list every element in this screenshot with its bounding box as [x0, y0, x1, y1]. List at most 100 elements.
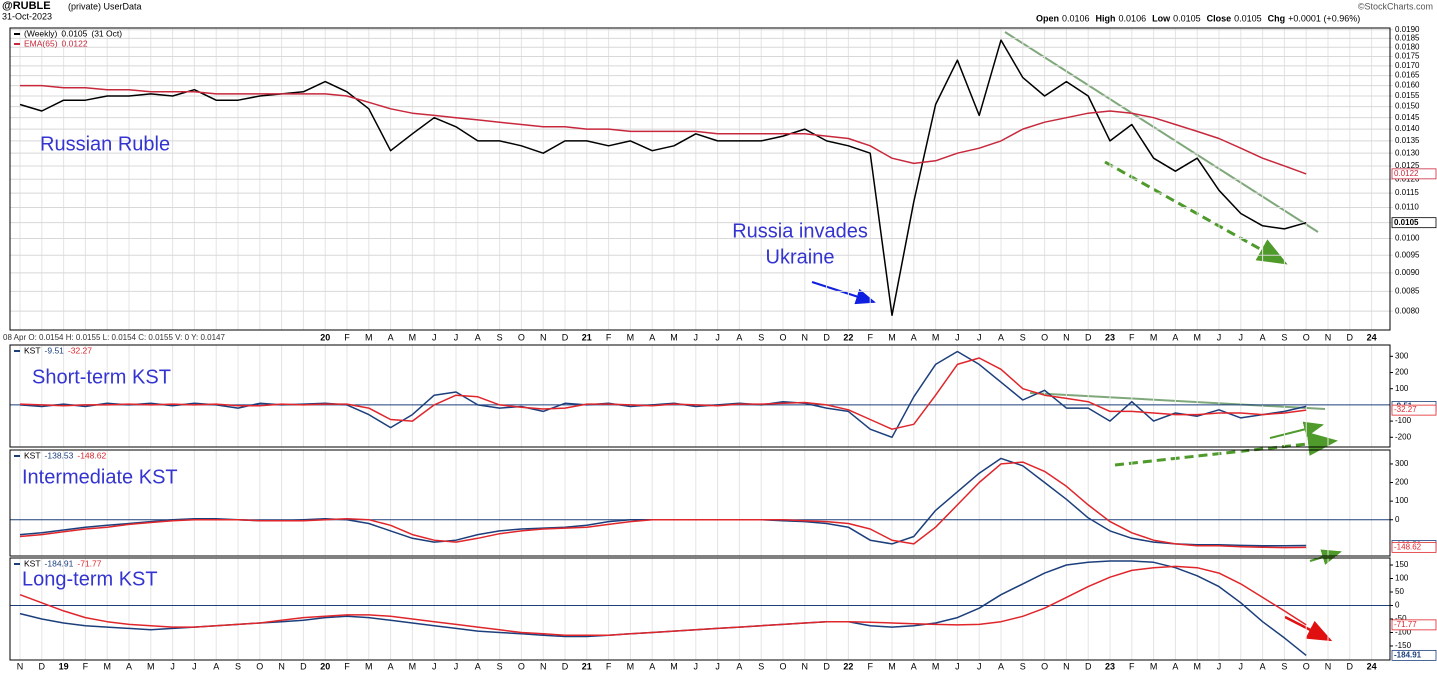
quote-value: +0.0001 (+0.96%)	[1288, 13, 1360, 23]
x-tick-label: J	[432, 661, 437, 671]
cursor-info: 08 Apr O: 0.0154 H: 0.0155 L: 0.0154 C: …	[3, 333, 225, 342]
x-tick-label: N	[540, 661, 547, 671]
legend-value: -71.77	[77, 558, 101, 568]
x-tick-label: O	[1041, 332, 1048, 342]
x-tick-label: D	[562, 332, 569, 342]
x-tick-label: M	[365, 332, 373, 342]
y-tick-label: -200	[1395, 432, 1412, 441]
y-tick-label: 0.0085	[1395, 287, 1420, 296]
y-tick-label: 0.0135	[1395, 136, 1420, 145]
panel-title: Short-term KST	[32, 366, 171, 388]
x-tick-label: M	[932, 661, 940, 671]
x-tick-label: M	[147, 661, 155, 671]
legend-label: KST	[24, 450, 41, 460]
x-tick-label: A	[475, 661, 481, 671]
y-tick-label: -150	[1395, 641, 1412, 650]
y-tick-label: 0.0170	[1395, 61, 1420, 70]
x-tick-label: A	[998, 661, 1004, 671]
x-tick-label: 21	[582, 332, 592, 342]
quote-value: 0.0105	[1234, 13, 1262, 23]
quote-label: High	[1096, 13, 1116, 23]
y-tick-label: 100	[1395, 574, 1409, 583]
y-tick-label: 200	[1395, 368, 1409, 377]
x-tick-label: A	[126, 661, 132, 671]
x-tick-label: M	[627, 661, 635, 671]
x-tick-label: M	[1150, 661, 1158, 671]
x-tick-label: N	[17, 661, 24, 671]
quote-value: 0.0105	[1173, 13, 1201, 23]
x-tick-label: D	[1085, 332, 1092, 342]
x-tick-label: A	[1260, 332, 1266, 342]
value-tag: -32.27	[1394, 405, 1417, 414]
y-tick-label: 0.0125	[1395, 161, 1420, 170]
x-tick-label: S	[758, 661, 764, 671]
x-tick-label: J	[1217, 661, 1222, 671]
x-tick-label: O	[518, 332, 525, 342]
annotation: Ukraine	[766, 246, 835, 268]
legend-label: KST	[24, 345, 41, 355]
x-tick-label: F	[344, 661, 350, 671]
panel-border	[9, 27, 1391, 331]
y-tick-label: 0.0100	[1395, 234, 1420, 243]
x-tick-label: M	[670, 332, 678, 342]
x-tick-label: S	[1020, 332, 1026, 342]
legend-label: (Weekly)	[24, 28, 58, 38]
x-tick-label: A	[213, 661, 219, 671]
x-tick-label: J	[955, 661, 960, 671]
x-tick-label: O	[1303, 661, 1310, 671]
x-tick-label: M	[365, 661, 373, 671]
legend-note: (31 Oct)	[91, 28, 122, 38]
panel-title: Intermediate KST	[22, 466, 178, 488]
x-tick-label: D	[823, 332, 830, 342]
y-tick-label: 0.0095	[1395, 250, 1420, 259]
x-tick-label: O	[779, 332, 786, 342]
x-tick-label: A	[1260, 661, 1266, 671]
x-tick-label: A	[1172, 661, 1178, 671]
y-tick-label: 0.0190	[1395, 25, 1420, 34]
y-tick-label: 150	[1395, 560, 1409, 569]
y-tick-label: 300	[1395, 459, 1409, 468]
y-tick-label: 0.0185	[1395, 33, 1420, 42]
x-tick-label: N	[540, 332, 547, 342]
x-tick-label: 20	[320, 332, 330, 342]
quote-label: Open	[1036, 13, 1059, 23]
value-tag: 0.0105	[1394, 218, 1419, 227]
legend-value: -148.62	[77, 450, 106, 460]
x-tick-label: J	[977, 661, 982, 671]
y-tick-label: 0	[1395, 601, 1400, 610]
series-line	[19, 39, 1307, 317]
x-tick-label: A	[649, 332, 655, 342]
x-tick-label: F	[1129, 661, 1135, 671]
panel-border	[9, 344, 1391, 448]
x-tick-label: M	[670, 661, 678, 671]
value-tag-box	[1391, 541, 1437, 553]
legend-value: -32.27	[68, 345, 92, 355]
x-tick-label: F	[344, 332, 350, 342]
x-tick-label: F	[867, 661, 873, 671]
x-tick-label: J	[192, 661, 197, 671]
x-tick-label: O	[256, 661, 263, 671]
x-tick-label: 24	[1367, 661, 1377, 671]
x-tick-label: M	[1193, 661, 1201, 671]
x-tick-label: 20	[320, 661, 330, 671]
value-tag: 0.0122	[1394, 169, 1419, 178]
x-tick-label: A	[998, 332, 1004, 342]
x-tick-label: J	[454, 661, 459, 671]
x-tick-label: M	[888, 661, 896, 671]
series-line	[19, 461, 1307, 549]
x-tick-label: M	[1193, 332, 1201, 342]
x-tick-label: N	[1325, 661, 1332, 671]
x-tick-label: S	[758, 332, 764, 342]
value-tag: -71.77	[1394, 620, 1417, 629]
x-tick-label: F	[1129, 332, 1135, 342]
date: 31-Oct-2023	[2, 11, 52, 21]
arrow	[1284, 615, 1333, 642]
x-tick-label: D	[1347, 332, 1354, 342]
x-tick-label: D	[39, 661, 46, 671]
y-tick-label: 200	[1395, 478, 1409, 487]
y-tick-label: -100	[1395, 416, 1412, 425]
x-tick-label: A	[649, 661, 655, 671]
arrow	[1114, 431, 1338, 467]
x-tick-label: J	[694, 332, 699, 342]
panel-title: Long-term KST	[22, 568, 158, 590]
